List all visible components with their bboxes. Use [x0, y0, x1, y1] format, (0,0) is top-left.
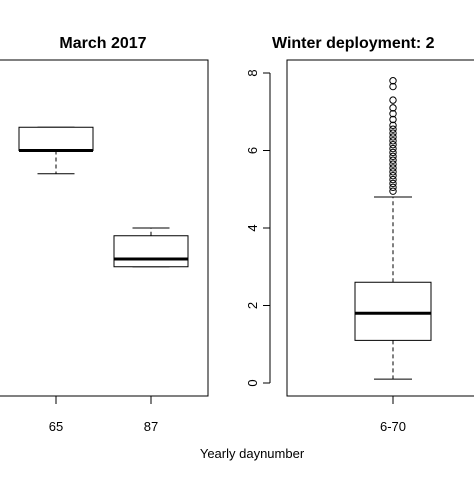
panel2-boxplot-6-70-outlier [389, 129, 397, 137]
panel2-ytick-label: 4 [245, 224, 260, 231]
panel2-boxplot-6-70-outlier [389, 187, 397, 195]
panel1-frame [0, 59, 209, 397]
panel2-boxplot-6-70-outlier [389, 125, 397, 133]
panel2-boxplot-6-70-outlier [389, 121, 397, 130]
panel2-ytick-label: 8 [245, 69, 260, 76]
panel2-boxplot-6-70-outlier [389, 144, 397, 153]
panel2-boxplot-6-70-outlier [389, 152, 397, 161]
panel2-boxplot-6-70-outlier [389, 179, 397, 188]
panel2-frame [286, 59, 474, 397]
panel2-boxplot-6-70-outlier [389, 115, 397, 124]
panel1-boxplot-65-box [18, 126, 94, 151]
panel2-ytick-label: 6 [245, 147, 260, 154]
panel-march-2017: March 2017 65 87 [0, 35, 209, 434]
panel1-boxplot-65 [18, 126, 94, 175]
panel2-boxplot-6-70-outlier [389, 77, 397, 85]
panel2-boxplot-6-70-outlier [389, 148, 397, 157]
panel1-boxplot-87-box [113, 235, 189, 268]
panel2-boxplot-6-70-outlier [389, 175, 397, 184]
panel2-boxplot-6-70-outlier [389, 133, 397, 141]
panel2-boxplot-6-70-outlier [389, 183, 397, 192]
panel2-boxplot-6-70-box [354, 281, 432, 341]
panel1-xtick-65: 65 [49, 419, 63, 434]
panel2-boxplot-6-70-outlier [389, 164, 397, 172]
panel1-title: March 2017 [59, 35, 146, 52]
panel2-boxplot-6-70 [354, 77, 432, 380]
panel1-boxplot-87 [113, 227, 189, 268]
panel2-ytick-label: 2 [245, 302, 260, 309]
panel2-boxplot-6-70-outlier [389, 156, 397, 164]
panel2-boxplot-6-70-outlier [389, 82, 397, 91]
panel2-ytick-label: 0 [245, 379, 260, 386]
panel2-boxplot-6-70-outlier [389, 171, 397, 180]
panel2-boxplot-6-70-outlier [389, 104, 397, 112]
panel1-xtick-87: 87 [144, 419, 158, 434]
panel2-boxplot-6-70-outlier [389, 160, 397, 168]
x-axis-label: Yearly daynumber [200, 446, 305, 461]
panel2-boxplot-6-70-outlier [389, 168, 397, 176]
panel-winter-deployment: Winter deployment: 2 0 2 4 6 8 6-70 [245, 35, 474, 434]
panel2-boxplot-6-70-outlier [389, 137, 397, 145]
panel2-boxplot-6-70-outlier [389, 109, 397, 118]
panel2-title: Winter deployment: 2 [272, 35, 435, 52]
panel2-boxplot-6-70-outlier [389, 140, 397, 149]
panel2-boxplot-6-70-outlier [389, 96, 397, 104]
panel2-xtick-6-70: 6-70 [380, 419, 406, 434]
